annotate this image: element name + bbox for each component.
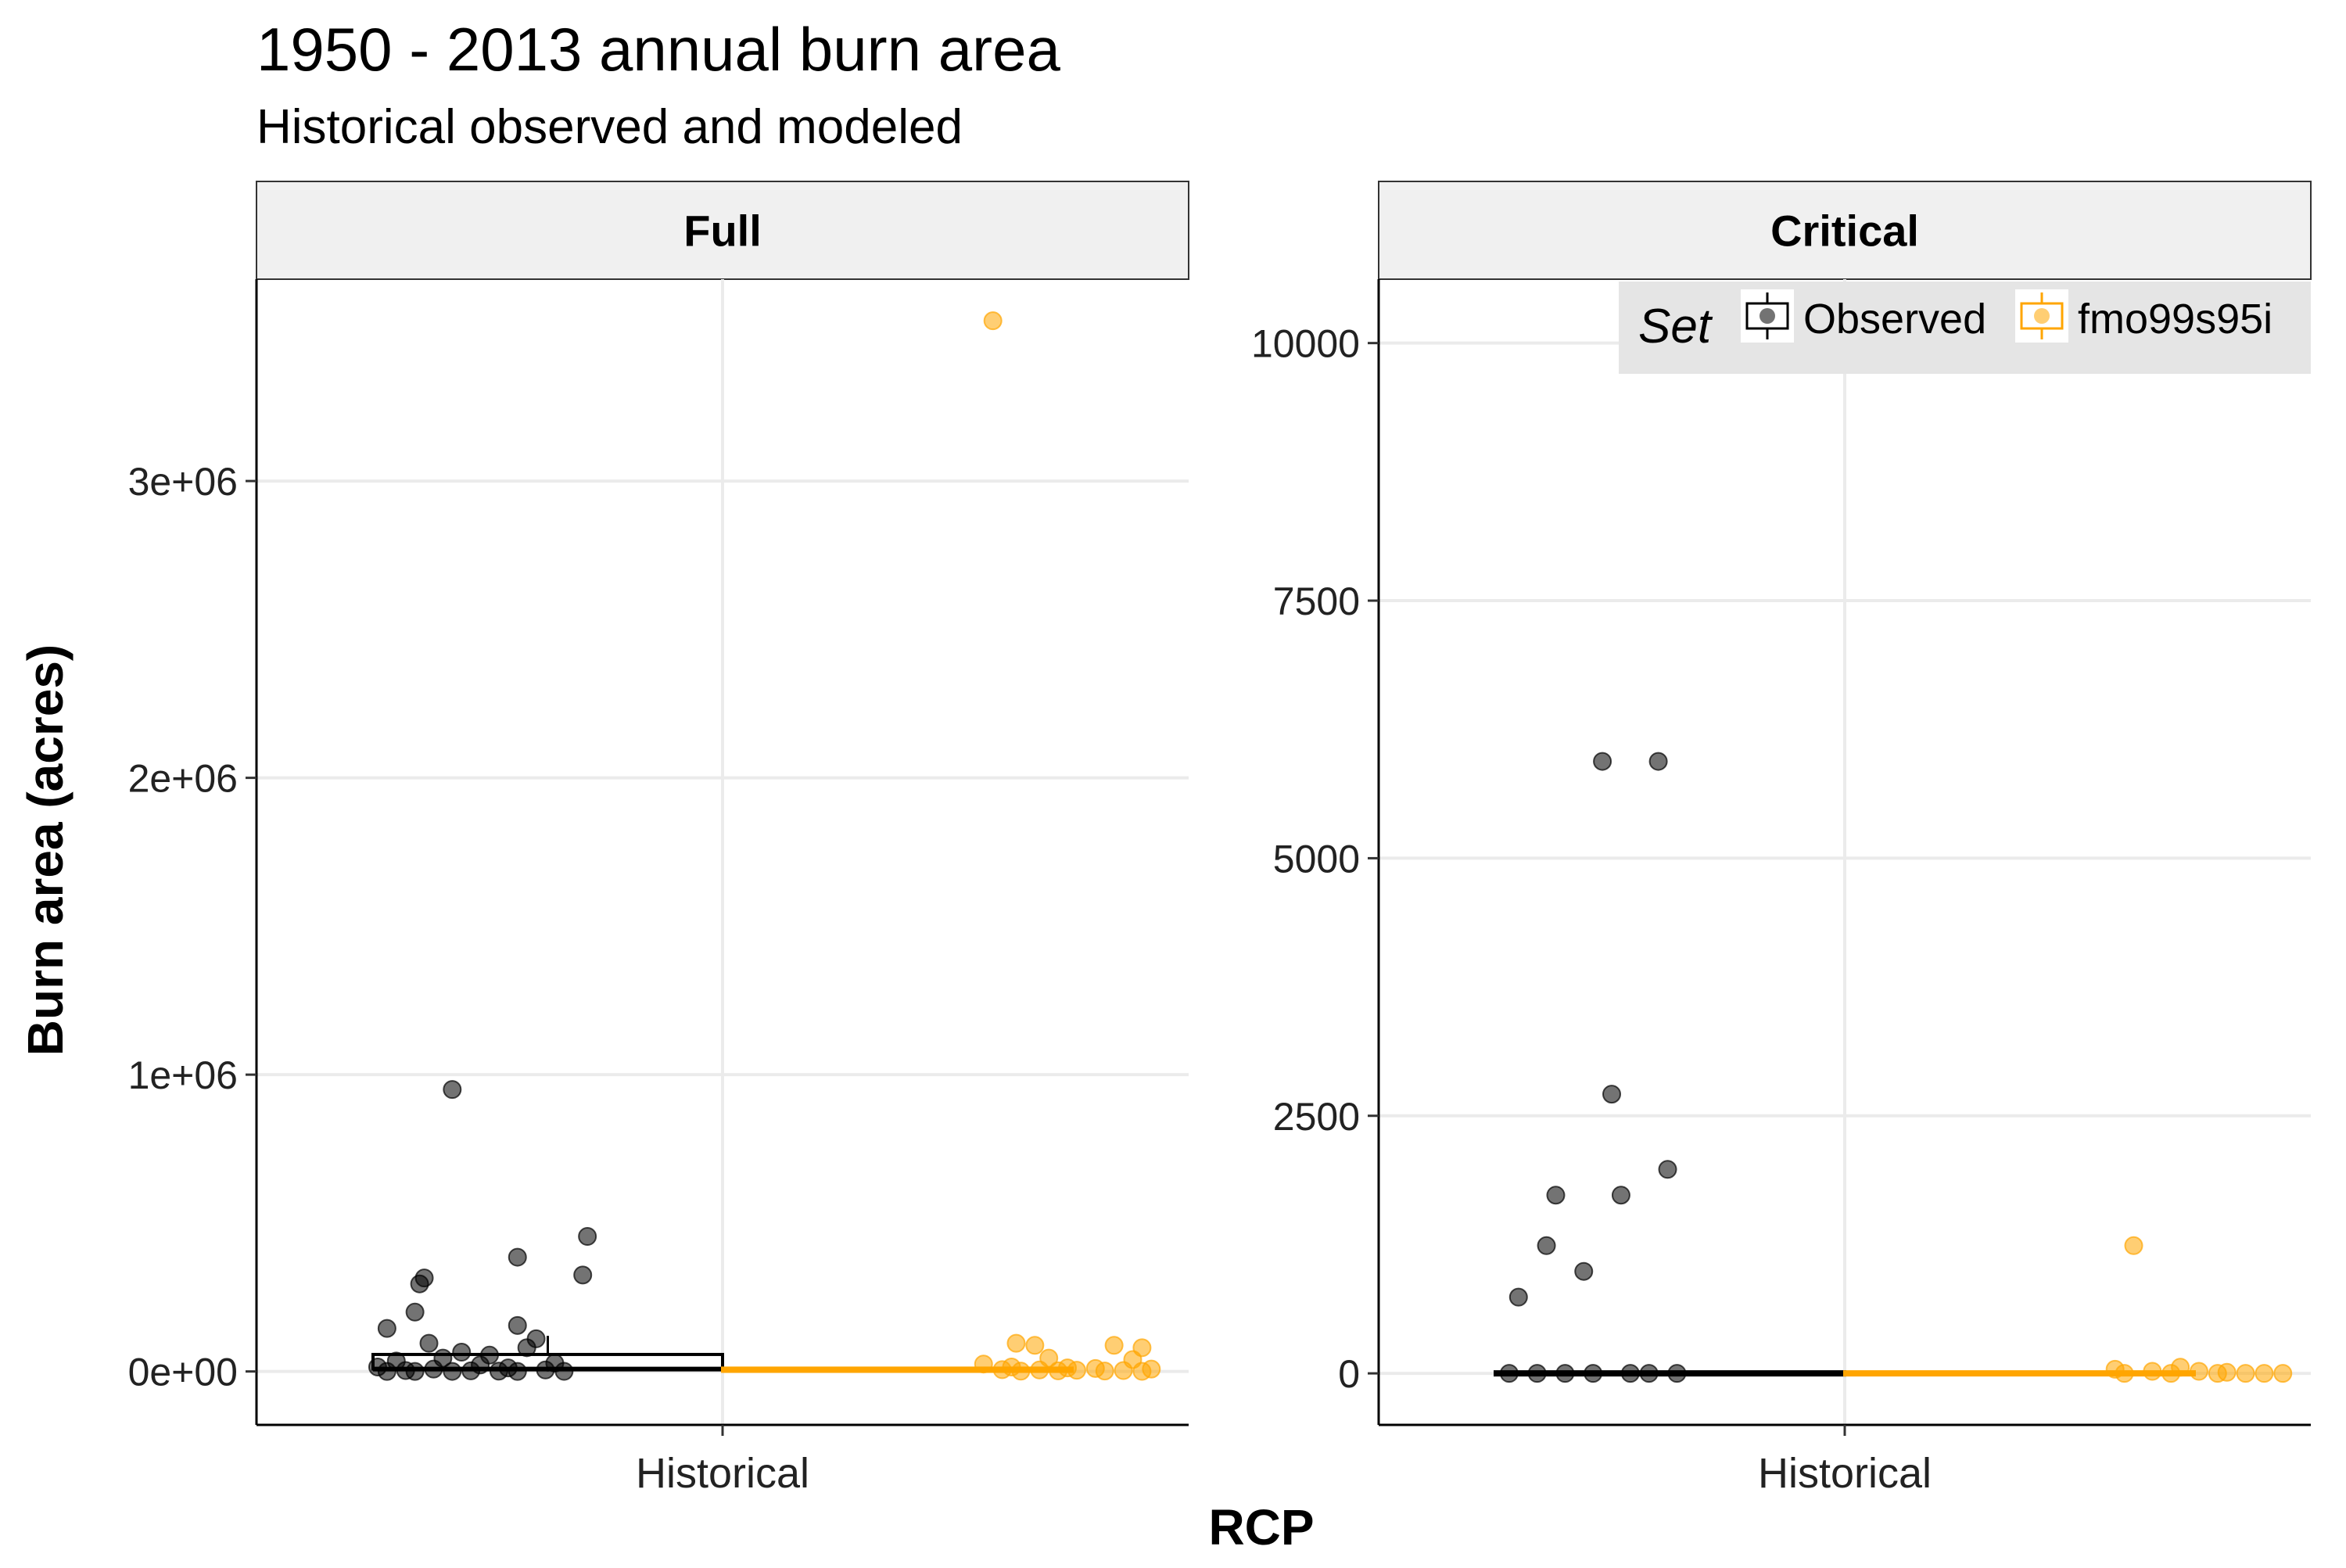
data-point-fmo99s95i [2273,1364,2293,1383]
data-point-fmo99s95i [1095,1362,1114,1381]
y-tick-label: 7500 [1273,579,1360,623]
box-fmo99s95i [1843,1370,2196,1377]
data-point-observed [377,1362,396,1381]
data-point-fmo99s95i [1067,1361,1086,1380]
y-tick-label: 0 [1338,1352,1360,1396]
data-point-observed [461,1361,481,1380]
data-point-fmo99s95i [2255,1364,2274,1383]
data-point-observed [452,1343,472,1362]
data-point-fmo99s95i [2189,1362,2208,1381]
data-point-observed [1602,1085,1621,1104]
data-point-observed [377,1319,396,1338]
chart-title: 1950 - 2013 annual burn area [256,15,1060,84]
legend-entry-label: Observed [1803,296,1986,343]
data-point-fmo99s95i [1049,1361,1068,1380]
data-point-observed [1546,1186,1566,1205]
data-point-observed [1584,1364,1603,1383]
data-point-observed [405,1362,425,1381]
data-point-fmo99s95i [1114,1361,1133,1380]
y-tick-label: 3e+06 [128,460,238,504]
data-point-fmo99s95i [1006,1333,1026,1353]
panels: Full0e+001e+062e+063e+06HistoricalCritic… [128,181,2312,1497]
data-point-observed [1574,1261,1594,1281]
data-point-observed [410,1274,429,1294]
x-axis-label: RCP [1208,1499,1314,1555]
panel-full: Full 0e+00 1e+06 2e+06 3e+06 Historical [128,181,1189,1497]
data-point-observed [1527,1364,1547,1383]
y-tick-label: 2500 [1273,1095,1360,1139]
data-point-observed [1508,1287,1528,1307]
data-point-observed [1658,1160,1677,1179]
data-point-observed [1611,1186,1630,1205]
data-point-observed [489,1362,508,1381]
data-point-observed [1499,1364,1519,1383]
data-point-observed [508,1247,527,1267]
legend-key-point [1760,308,1775,324]
y-tick-label: 1e+06 [128,1053,238,1097]
data-point-fmo99s95i [2208,1364,2227,1383]
data-point-observed [443,1080,462,1100]
data-point-observed [508,1362,527,1381]
data-point-fmo99s95i [2124,1236,2143,1255]
data-point-observed [1639,1364,1659,1383]
data-point-observed [573,1265,593,1285]
data-point-observed [508,1315,527,1335]
data-point-observed [419,1333,439,1353]
facet-strip [256,181,1189,280]
data-point-fmo99s95i [1011,1362,1031,1381]
data-point-observed [554,1362,574,1381]
data-point-observed [1537,1236,1556,1255]
data-point-fmo99s95i [2161,1364,2181,1383]
data-point-fmo99s95i [1104,1336,1124,1355]
data-point-fmo99s95i [983,311,1003,331]
data-point-observed [536,1360,555,1380]
data-point-fmo99s95i [974,1355,993,1374]
data-point-observed [517,1338,536,1358]
legend-entry-label: fmo99s95i [2078,296,2272,343]
facet-strip-label: Full [683,206,762,256]
data-point-fmo99s95i [1132,1362,1152,1381]
data-point-observed [1667,1364,1687,1383]
chart-subtitle: Historical observed and modeled [256,100,963,154]
legend-key-point [2034,308,2050,324]
panel-critical: Critical 0 2500 5000 7500 10000 Historical Set O… [1251,181,2312,1497]
data-point-fmo99s95i [2115,1364,2134,1383]
data-point-observed [578,1226,597,1246]
legend-background [1619,282,2311,374]
x-tick-label: Historical [1758,1450,1932,1497]
facet-strip-label: Critical [1770,206,1919,256]
y-tick-label: 2e+06 [128,757,238,801]
data-point-observed [1555,1364,1575,1383]
data-point-observed [424,1359,443,1379]
data-point-fmo99s95i [1030,1360,1049,1380]
data-point-observed [443,1362,462,1381]
data-point-observed [1593,752,1612,771]
data-point-fmo99s95i [2236,1364,2255,1383]
y-tick-label: 10000 [1251,322,1360,366]
y-axis-label: Burn area (acres) [17,644,74,1056]
data-point-observed [1648,752,1668,771]
data-point-fmo99s95i [2143,1362,2162,1381]
x-tick-label: Historical [636,1450,809,1497]
data-point-fmo99s95i [1025,1336,1045,1355]
data-point-fmo99s95i [992,1360,1012,1380]
y-tick-label: 0e+00 [128,1351,238,1394]
data-point-observed [405,1302,425,1322]
data-point-observed [1620,1364,1640,1383]
legend: Set Observed fmo99s95i [1619,282,2311,374]
legend-title: Set [1638,300,1713,353]
facet-strip [1378,181,2312,280]
y-tick-label: 5000 [1273,837,1360,881]
